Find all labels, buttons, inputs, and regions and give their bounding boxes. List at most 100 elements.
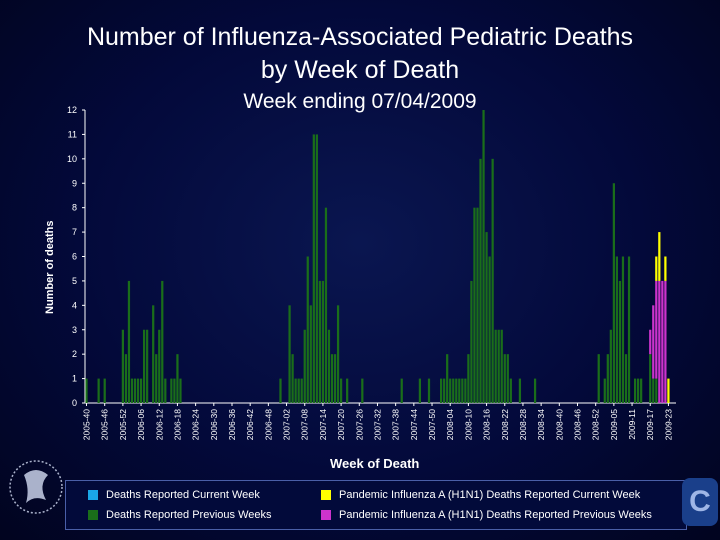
bar [400,378,403,403]
bar [155,354,158,403]
bar [312,134,315,403]
x-tick-label: 2009-23 [663,409,673,440]
bar [509,378,512,403]
bar [470,280,473,403]
x-tick-label: 2006-18 [172,409,182,440]
y-tick-label: 1 [72,374,77,384]
bar [291,354,294,403]
legend-item: Pandemic Influenza A (H1N1) Deaths Repor… [321,509,652,521]
y-tick-label: 8 [72,203,77,213]
bar [664,256,667,281]
bar [300,378,303,403]
x-tick-label: 2007-26 [354,409,364,440]
bar [494,329,497,403]
x-tick-label: 2005-52 [118,409,128,440]
bar [294,378,297,403]
bar [497,329,500,403]
x-tick-label: 2006-12 [154,409,164,440]
y-tick-label: 5 [72,276,77,286]
bar [279,378,282,403]
bar [649,329,652,355]
legend: Deaths Reported Current Week Pandemic In… [65,480,687,530]
bar [658,232,661,281]
bar [488,256,491,403]
bar [609,329,612,403]
bar [655,256,658,281]
bar [327,329,331,403]
x-tick-label: 2008-34 [536,409,546,440]
x-tick-label: 2006-24 [191,409,201,440]
chart-title-line1: Number of Influenza-Associated Pediatric… [86,23,634,51]
x-tick-label: 2005-46 [100,409,110,440]
bar [152,305,155,403]
bar [333,354,337,403]
legend-swatch [321,510,331,520]
y-tick-label: 4 [72,300,77,310]
bar [618,280,622,403]
bar [142,329,146,403]
bar [633,378,637,403]
legend-label: Deaths Reported Previous Weeks [106,509,272,521]
x-tick-label: 2007-44 [409,409,419,440]
bar [533,378,537,403]
legend-label: Pandemic Influenza A (H1N1) Deaths Repor… [339,509,652,521]
y-tick-label: 2 [72,349,77,359]
bar [306,256,309,403]
bar [133,378,137,403]
y-tick-label: 11 [68,129,77,139]
x-axis-label: Week of Death [330,456,420,471]
hhs-seal-icon [9,460,63,514]
x-tick-label: 2009-05 [609,409,619,440]
x-tick-label: 2007-38 [391,409,401,440]
bar [664,280,667,403]
bar [449,378,452,403]
bar [309,305,312,403]
y-tick-label: 3 [72,325,77,335]
x-tick-label: 2008-16 [482,409,492,440]
y-tick-label: 9 [72,178,77,188]
bar [491,158,494,403]
legend-label: Pandemic Influenza A (H1N1) Deaths Repor… [339,489,641,501]
x-tick-label: 2008-28 [518,409,528,440]
bar [324,207,328,403]
bar [146,329,149,403]
bar [170,378,173,403]
x-tick-label: 2008-52 [591,409,601,440]
bar [161,280,164,403]
bar [667,378,670,403]
x-tick-label: 2006-06 [136,409,146,440]
bar [121,329,124,403]
legend-swatch [88,490,98,500]
bar [652,305,655,379]
bar [443,378,446,403]
bar [85,378,88,403]
bar [158,329,161,403]
x-tick-label: 2007-32 [372,409,382,440]
bar [173,378,176,403]
bar [336,305,340,403]
legend-label: Deaths Reported Current Week [106,489,260,501]
y-axis-label: Number of deaths [44,220,56,314]
x-tick-label: 2006-48 [263,409,273,440]
bar [621,256,625,403]
x-tick-label: 2006-42 [245,409,255,440]
bar [130,378,134,403]
legend-item: Deaths Reported Current Week [88,489,260,501]
chart-subtitle: Week ending 07/04/2009 [243,90,477,113]
x-tick-label: 2009-11 [627,409,637,440]
y-tick-label: 0 [72,398,77,408]
bar [627,256,631,403]
bar [288,305,291,403]
x-tick-label: 2008-22 [500,409,510,440]
bar [603,378,606,403]
bar [418,378,422,403]
x-tick-label: 2005-40 [82,409,92,440]
x-tick-label: 2006-36 [227,409,237,440]
bar [139,378,143,403]
x-tick-label: 2008-40 [554,409,564,440]
bar [640,378,643,403]
bar [124,354,128,403]
bar [655,378,658,403]
bar [176,354,179,403]
